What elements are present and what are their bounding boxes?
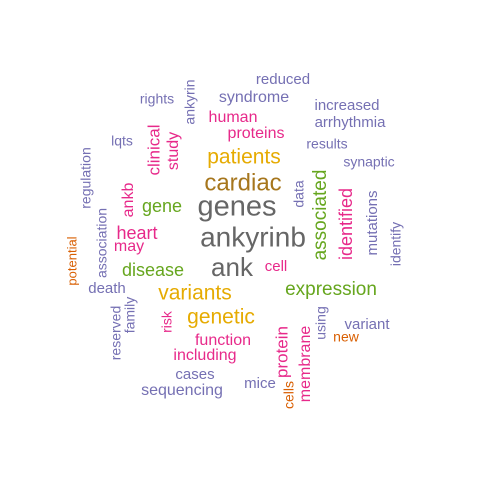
word-family: family (122, 297, 138, 334)
word-associated: associated (310, 170, 331, 261)
word-potential: potential (64, 236, 79, 285)
word-may: may (114, 238, 144, 255)
word-genes: genes (197, 191, 276, 223)
word-gene: gene (142, 196, 182, 216)
word-ank: ank (211, 252, 254, 282)
word-syndrome: syndrome (219, 89, 289, 106)
word-sequencing: sequencing (141, 382, 223, 399)
word-function: function (195, 332, 251, 349)
word-study: study (165, 132, 182, 170)
word-data: data (291, 180, 307, 207)
word-synaptic: synaptic (343, 154, 394, 170)
word-new: new (333, 329, 360, 345)
word-cardiac: cardiac (204, 169, 281, 196)
word-variants: variants (158, 282, 232, 305)
word-using: using (313, 306, 329, 339)
word-results: results (306, 136, 347, 152)
word-arrhythmia: arrhythmia (315, 114, 387, 131)
word-ankyrin: ankyrin (182, 79, 198, 124)
word-death: death (88, 280, 126, 297)
word-association: association (94, 208, 110, 278)
word-mutations: mutations (364, 190, 381, 255)
word-rights: rights (140, 91, 174, 107)
word-patients: patients (207, 146, 281, 169)
word-human: human (209, 109, 258, 126)
word-lqts: lqts (111, 133, 133, 149)
word-increased: increased (314, 97, 379, 114)
word-mice: mice (244, 375, 276, 392)
word-reserved: reserved (108, 306, 124, 360)
word-cases: cases (175, 366, 214, 383)
word-heart: heart (116, 223, 157, 243)
word-ankb: ankb (120, 183, 137, 218)
word-risk: risk (159, 310, 175, 333)
word-variant: variant (344, 316, 390, 333)
word-regulation: regulation (78, 147, 94, 209)
word-protein: protein (272, 326, 291, 378)
word-clinical: clinical (144, 124, 163, 175)
word-identify: identify (388, 222, 404, 266)
word-proteins: proteins (228, 125, 285, 142)
word-reduced: reduced (256, 71, 310, 88)
word-ankyrinb: ankyrinb (200, 221, 306, 252)
word-cell: cell (265, 258, 288, 275)
word-including: including (173, 347, 236, 364)
word-expression: expression (285, 279, 377, 300)
word-identified: identified (336, 188, 356, 260)
word-membrane: membrane (297, 326, 314, 403)
word-cells: cells (281, 381, 297, 409)
word-disease: disease (122, 260, 184, 280)
word-genetic: genetic (187, 306, 255, 329)
